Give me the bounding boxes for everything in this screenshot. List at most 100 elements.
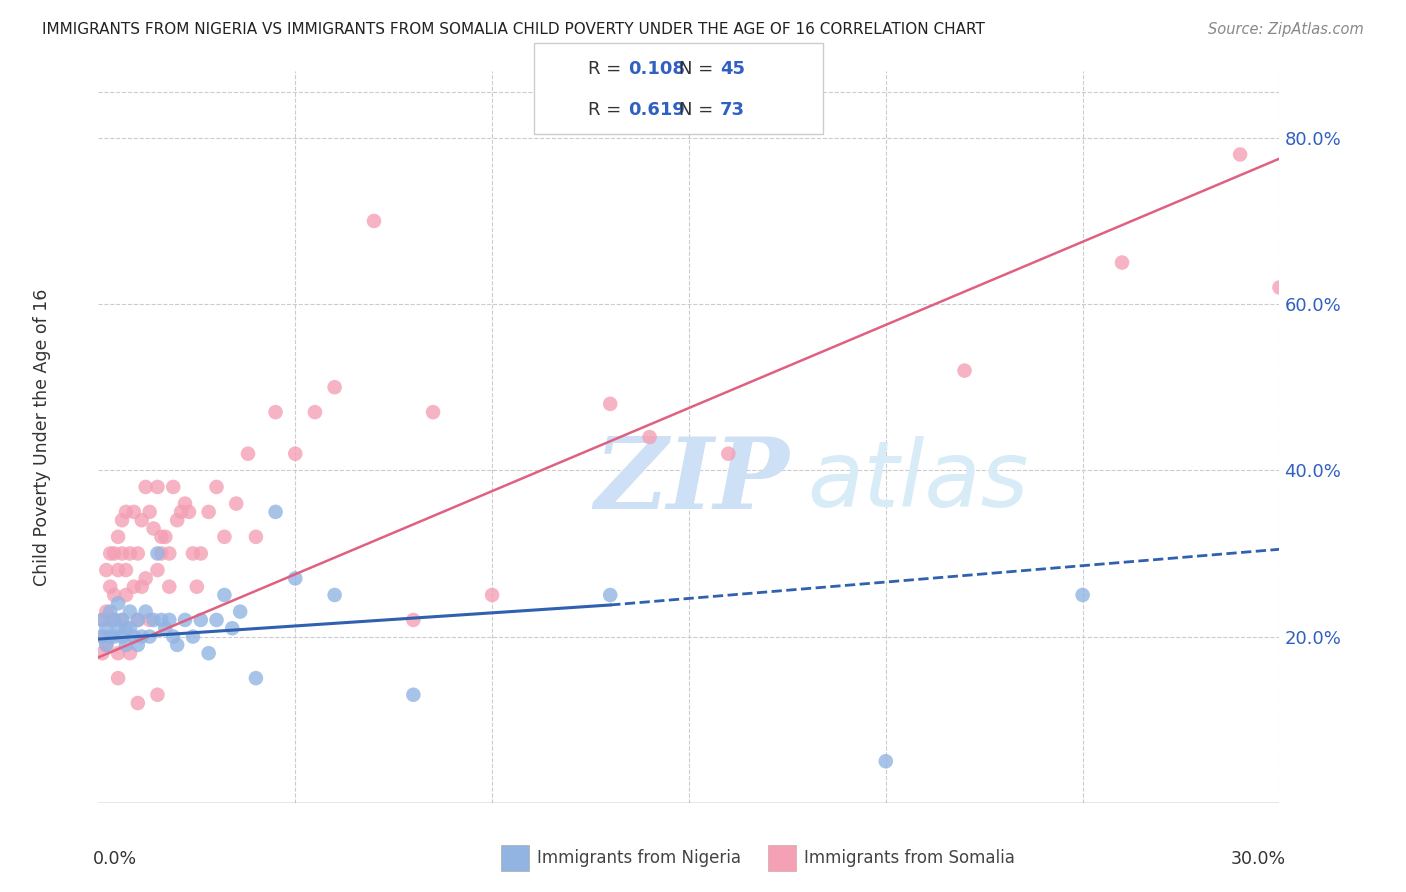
- Point: [127, 546, 149, 560]
- Point: [98, 630, 121, 644]
- Point: [363, 214, 385, 228]
- Point: [599, 397, 621, 411]
- Point: [111, 613, 134, 627]
- Point: [107, 621, 129, 635]
- Point: [174, 497, 197, 511]
- Point: [150, 546, 173, 560]
- Point: [229, 605, 252, 619]
- Text: R =: R =: [588, 102, 627, 120]
- Point: [138, 505, 160, 519]
- Text: atlas: atlas: [807, 436, 1028, 526]
- Point: [107, 671, 129, 685]
- Point: [205, 613, 228, 627]
- Point: [284, 571, 307, 585]
- Point: [402, 688, 425, 702]
- Point: [236, 447, 259, 461]
- Point: [190, 613, 212, 627]
- Text: R =: R =: [588, 61, 627, 78]
- Text: 30.0%: 30.0%: [1230, 850, 1285, 868]
- Bar: [554, 99, 576, 122]
- Text: Immigrants from Somalia: Immigrants from Somalia: [804, 849, 1015, 867]
- Point: [1071, 588, 1094, 602]
- Point: [127, 613, 149, 627]
- Point: [122, 505, 145, 519]
- Point: [103, 630, 125, 644]
- Text: 0.108: 0.108: [628, 61, 686, 78]
- Point: [127, 638, 149, 652]
- Point: [122, 630, 145, 644]
- Point: [174, 613, 197, 627]
- Point: [127, 613, 149, 627]
- Text: 0.619: 0.619: [628, 102, 685, 120]
- Point: [146, 480, 169, 494]
- Text: N =: N =: [679, 102, 718, 120]
- Point: [118, 621, 141, 635]
- Point: [115, 638, 138, 652]
- Point: [98, 580, 121, 594]
- Point: [953, 363, 976, 377]
- Point: [422, 405, 444, 419]
- Point: [214, 588, 236, 602]
- Point: [118, 546, 141, 560]
- Point: [599, 588, 621, 602]
- Point: [166, 638, 188, 652]
- Point: [96, 563, 118, 577]
- Point: [214, 530, 236, 544]
- Point: [131, 580, 153, 594]
- Point: [142, 521, 165, 535]
- Point: [197, 505, 219, 519]
- Point: [122, 580, 145, 594]
- Point: [98, 546, 121, 560]
- Point: [157, 613, 180, 627]
- Point: [115, 505, 138, 519]
- Text: Child Poverty Under the Age of 16: Child Poverty Under the Age of 16: [32, 288, 51, 586]
- Point: [481, 588, 503, 602]
- Point: [162, 480, 184, 494]
- Text: ZIP: ZIP: [595, 433, 789, 529]
- Point: [131, 630, 153, 644]
- Point: [304, 405, 326, 419]
- Point: [245, 530, 267, 544]
- Point: [264, 505, 287, 519]
- Point: [91, 630, 114, 644]
- Point: [127, 696, 149, 710]
- Point: [103, 613, 125, 627]
- Point: [118, 646, 141, 660]
- Point: [96, 638, 118, 652]
- Point: [103, 588, 125, 602]
- Point: [225, 497, 247, 511]
- Point: [402, 613, 425, 627]
- Point: [162, 630, 184, 644]
- Point: [170, 505, 193, 519]
- Point: [115, 588, 138, 602]
- Point: [190, 546, 212, 560]
- Point: [1229, 147, 1251, 161]
- Point: [103, 613, 125, 627]
- Point: [155, 530, 177, 544]
- Point: [96, 638, 118, 652]
- Point: [111, 546, 134, 560]
- Point: [96, 621, 118, 635]
- Point: [118, 605, 141, 619]
- Text: 45: 45: [720, 61, 745, 78]
- Point: [91, 613, 114, 627]
- Bar: [501, 846, 529, 871]
- Point: [181, 630, 204, 644]
- Text: IMMIGRANTS FROM NIGERIA VS IMMIGRANTS FROM SOMALIA CHILD POVERTY UNDER THE AGE O: IMMIGRANTS FROM NIGERIA VS IMMIGRANTS FR…: [42, 22, 986, 37]
- Point: [111, 513, 134, 527]
- Point: [264, 405, 287, 419]
- Point: [155, 621, 177, 635]
- Point: [115, 563, 138, 577]
- Point: [98, 613, 121, 627]
- Point: [103, 546, 125, 560]
- Point: [323, 380, 346, 394]
- Text: N =: N =: [679, 61, 718, 78]
- Point: [157, 580, 180, 594]
- Text: Source: ZipAtlas.com: Source: ZipAtlas.com: [1208, 22, 1364, 37]
- Point: [111, 613, 134, 627]
- Text: Immigrants from Nigeria: Immigrants from Nigeria: [537, 849, 741, 867]
- Point: [186, 580, 208, 594]
- Point: [135, 571, 157, 585]
- Point: [1111, 255, 1133, 269]
- Point: [131, 513, 153, 527]
